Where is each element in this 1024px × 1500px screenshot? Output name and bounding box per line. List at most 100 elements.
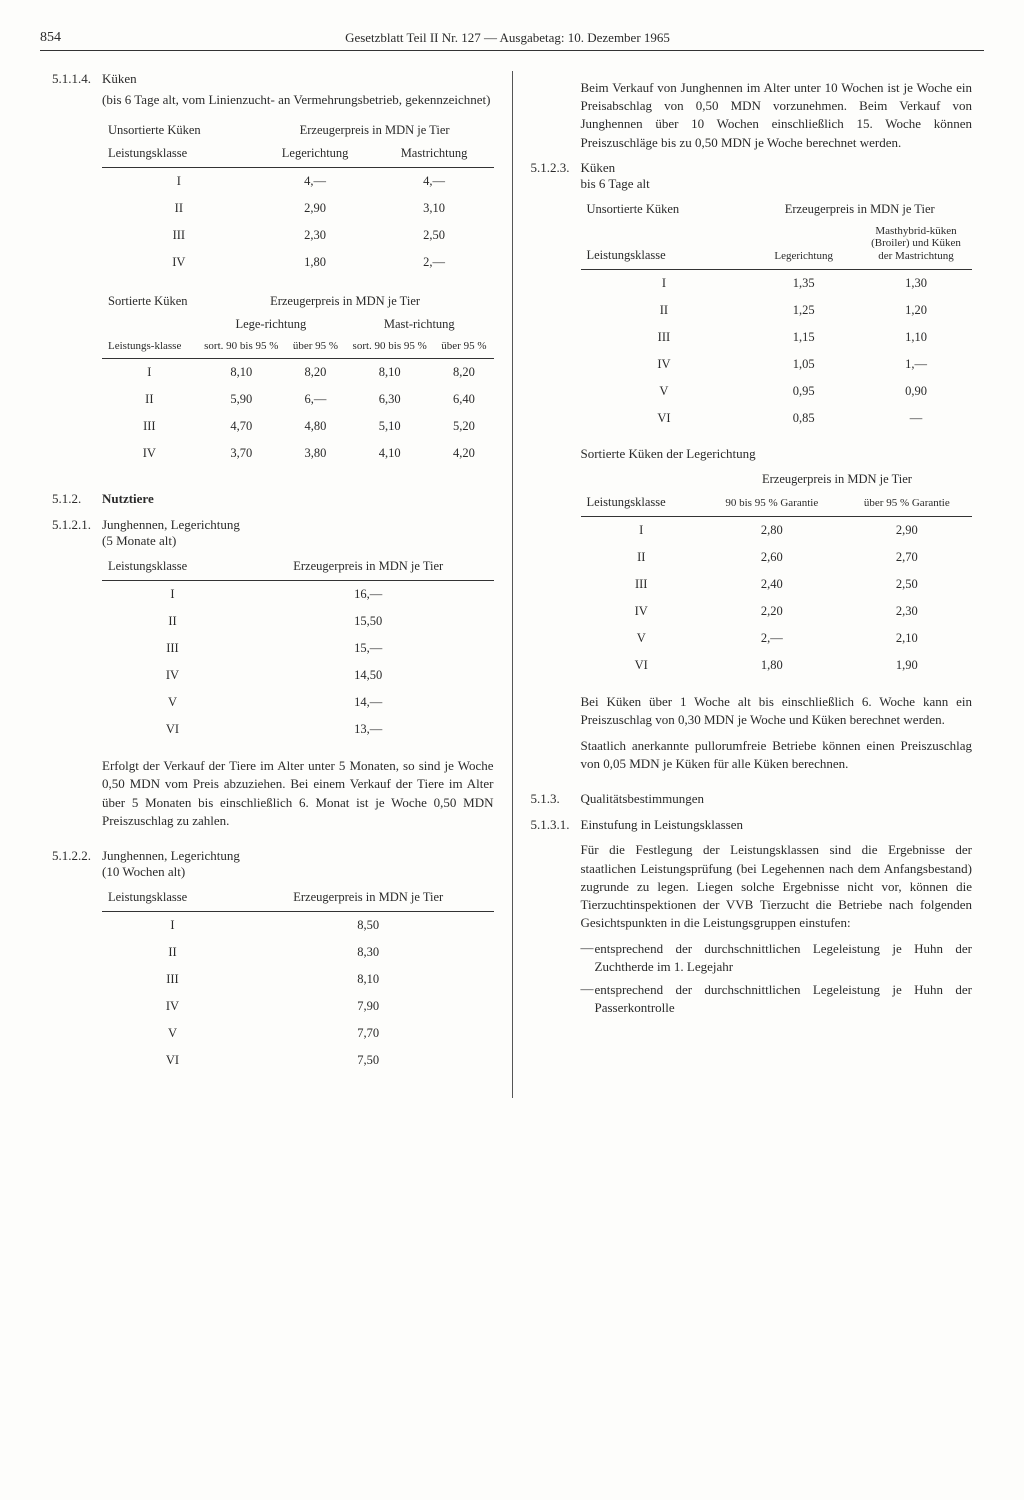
table-row: V0,950,90 (581, 378, 973, 405)
section-number: 5.1.2.3. (531, 160, 581, 782)
table-cell: 3,70 (197, 440, 286, 467)
table-cell: 1,20 (860, 297, 972, 324)
col-header: Erzeugerpreis in MDN je Tier (197, 290, 494, 313)
section-number: 5.1.3.1. (531, 817, 581, 1022)
col-header: Mastrichtung (375, 142, 494, 168)
table-cell: II (102, 608, 243, 635)
paragraph: Für die Festlegung der Leistungsklassen … (581, 841, 973, 932)
section-5-1-3-1: 5.1.3.1. Einstufung in Leistungsklassen … (531, 817, 973, 1022)
col-header: Erzeugerpreis in MDN je Tier (702, 468, 972, 491)
table-cell: 2,— (375, 249, 494, 276)
section-title: Küken (581, 160, 973, 176)
table-cell: 0,85 (747, 405, 860, 432)
table-cell: 14,— (243, 689, 494, 716)
table-row: IV2,202,30 (581, 598, 973, 625)
section-number: 5.1.1.4. (52, 71, 102, 481)
col-header: Leistungsklasse (102, 555, 243, 581)
col-header: Legerichtung (747, 221, 860, 269)
section-note: (bis 6 Tage alt, vom Linienzucht- an Ver… (102, 91, 494, 109)
table-row: V7,70 (102, 1020, 494, 1047)
table-cell: 5,20 (434, 413, 493, 440)
two-column-layout: 5.1.1.4. Küken (bis 6 Tage alt, vom Lini… (40, 71, 984, 1098)
col-header: Leistungsklasse (581, 491, 702, 517)
col-header: Erzeugerpreis in MDN je Tier (243, 555, 494, 581)
table-cell: 2,30 (256, 222, 375, 249)
table-cell: I (102, 359, 197, 387)
table-cell: 4,10 (345, 440, 434, 467)
table-cell: III (102, 635, 243, 662)
table-row: III1,151,10 (581, 324, 973, 351)
table-cell: III (581, 324, 748, 351)
col-header: Erzeugerpreis in MDN je Tier (243, 886, 494, 912)
section-5-1-3: 5.1.3. Qualitätsbestimmungen (531, 791, 973, 807)
dash-icon: — (581, 940, 595, 975)
paragraph: Staatlich anerkannte pullorumfreie Betri… (581, 737, 973, 773)
table-row: IV1,051,— (581, 351, 973, 378)
col-header: sort. 90 bis 95 % (197, 336, 286, 359)
table-row: III15,— (102, 635, 494, 662)
table-row: IV3,703,804,104,20 (102, 440, 494, 467)
table-row: II1,251,20 (581, 297, 973, 324)
table-cell: 5,90 (197, 386, 286, 413)
table-row: II15,50 (102, 608, 494, 635)
table-cell: IV (581, 351, 748, 378)
table-caption: Sortierte Küken der Legerichtung (581, 446, 973, 462)
table-cell: I (102, 581, 243, 609)
table-cell: 2,90 (256, 195, 375, 222)
table-cell: 2,90 (842, 516, 972, 544)
col-header: 90 bis 95 % Garantie (702, 491, 842, 517)
col-header: Erzeugerpreis in MDN je Tier (256, 119, 494, 142)
table-row: IV14,50 (102, 662, 494, 689)
table-junghennen-10w: Leistungsklasse Erzeugerpreis in MDN je … (102, 886, 494, 1074)
table-cell: 8,20 (434, 359, 493, 387)
table-unsortierte-kueken: Unsortierte Küken Erzeugerpreis in MDN j… (102, 119, 494, 276)
section-5-1-2-1: 5.1.2.1. Junghennen, Legerichtung (5 Mon… (52, 517, 494, 838)
list-text: entsprechend der durchschnittlichen Lege… (595, 981, 973, 1016)
table-cell: 1,35 (747, 269, 860, 297)
section-title: Nutztiere (102, 491, 494, 507)
table-row: I4,—4,— (102, 167, 494, 195)
table-cell: V (581, 378, 748, 405)
table-cell: IV (581, 598, 702, 625)
table-cell: I (581, 516, 702, 544)
table-cell: 2,70 (842, 544, 972, 571)
table-row: VI1,801,90 (581, 652, 973, 679)
col-header: sort. 90 bis 95 % (345, 336, 434, 359)
table-cell: 0,90 (860, 378, 972, 405)
table-junghennen-5m: Leistungsklasse Erzeugerpreis in MDN je … (102, 555, 494, 743)
table-cell: VI (581, 652, 702, 679)
table-cell: 8,50 (243, 911, 494, 939)
table-cell: 7,70 (243, 1020, 494, 1047)
section-title: Junghennen, Legerichtung (102, 848, 494, 864)
table-cell: 2,50 (842, 571, 972, 598)
table-cell: 1,05 (747, 351, 860, 378)
table-cell: II (102, 386, 197, 413)
table-row: VI7,50 (102, 1047, 494, 1074)
col-header: Leistungsklasse (581, 221, 748, 269)
table-cell: 8,20 (286, 359, 345, 387)
table-cell: 8,10 (243, 966, 494, 993)
table-sortierte-kueken-r: Erzeugerpreis in MDN je Tier Leistungskl… (581, 468, 973, 679)
table-cell: 5,10 (345, 413, 434, 440)
table-cell: II (102, 939, 243, 966)
table-row: VI13,— (102, 716, 494, 743)
table-cell: III (102, 413, 197, 440)
table-cell: 4,— (256, 167, 375, 195)
table-cell: III (102, 966, 243, 993)
table-cell: IV (102, 249, 256, 276)
col-header: über 95 % (434, 336, 493, 359)
table-cell: VI (102, 1047, 243, 1074)
section-subtitle: (5 Monate alt) (102, 533, 494, 549)
section-number: 5.1.2. (52, 491, 102, 507)
table-cell: III (102, 222, 256, 249)
table-row: II2,602,70 (581, 544, 973, 571)
col-header: Legerichtung (256, 142, 375, 168)
paragraph: Bei Küken über 1 Woche alt bis einschlie… (581, 693, 973, 729)
section-title: Einstufung in Leistungsklassen (581, 817, 973, 833)
table-cell: 7,50 (243, 1047, 494, 1074)
list-item: — entsprechend der durchschnittlichen Le… (581, 981, 973, 1016)
table-cell: 3,80 (286, 440, 345, 467)
table-cell: 3,10 (375, 195, 494, 222)
table-cell: 7,90 (243, 993, 494, 1020)
section-title: Qualitätsbestimmungen (581, 791, 973, 807)
